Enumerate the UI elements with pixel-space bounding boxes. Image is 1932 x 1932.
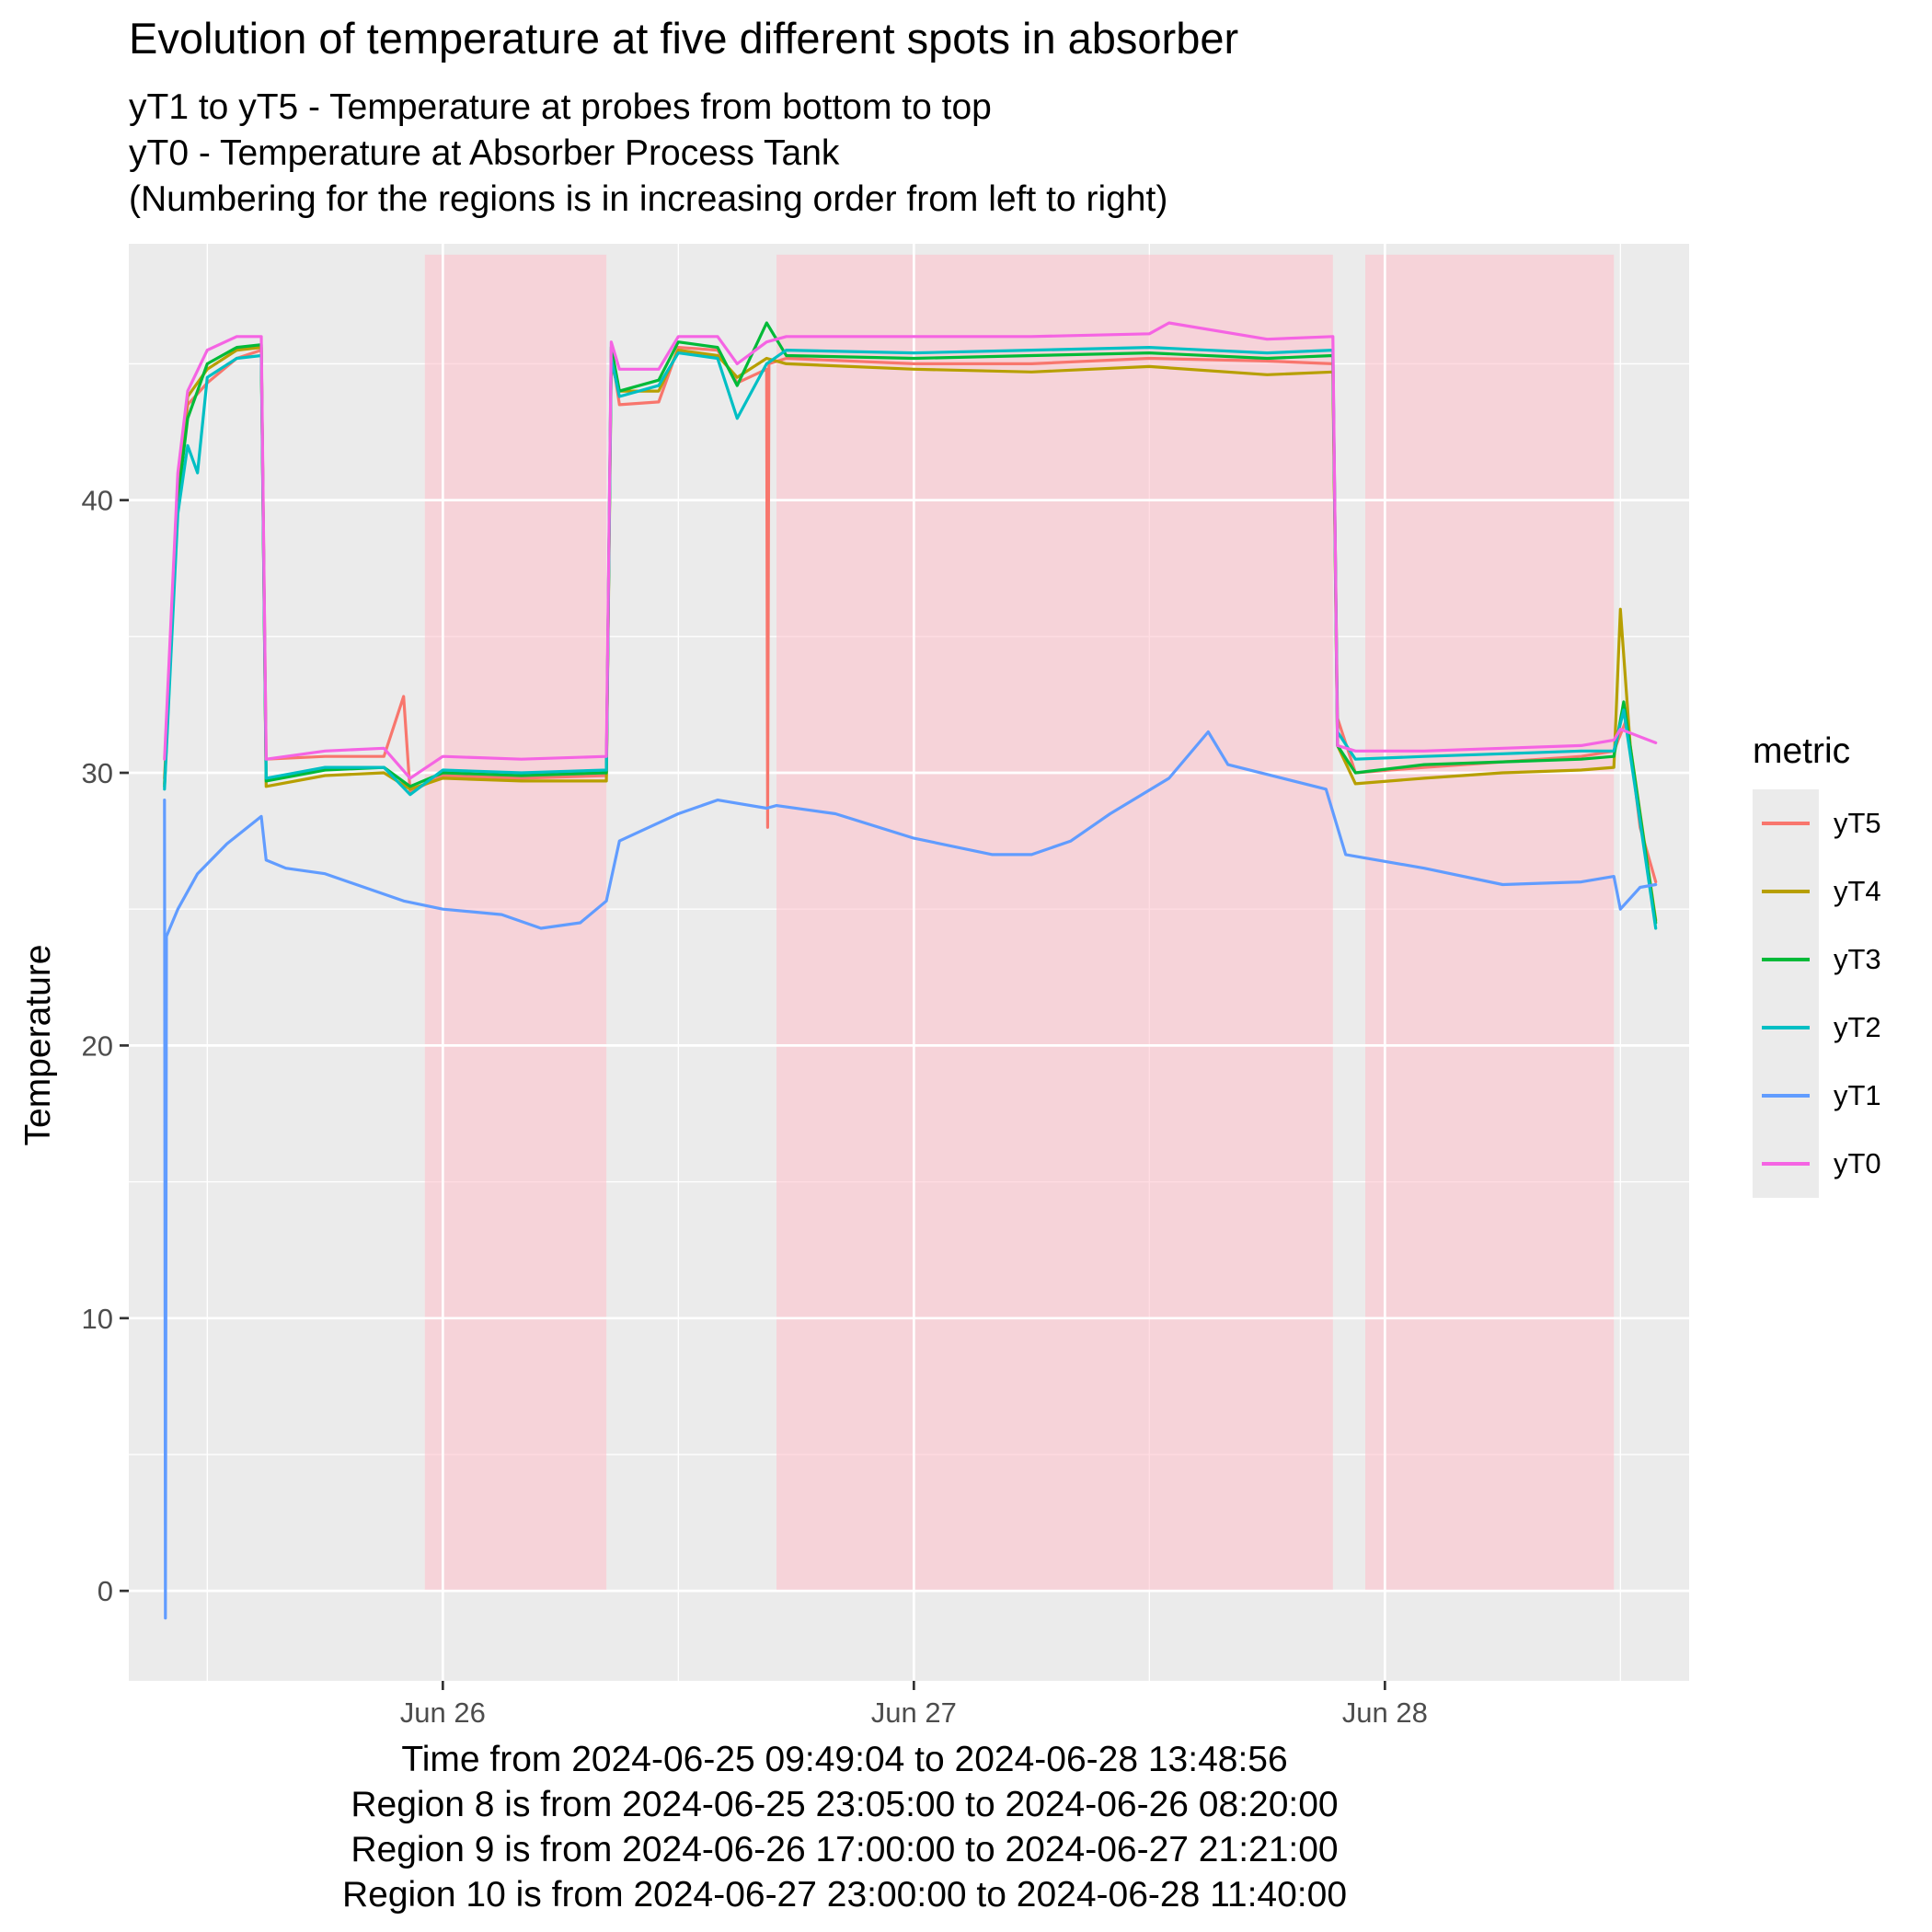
legend-item-yT1: yT1 bbox=[1753, 1062, 1881, 1130]
legend-swatch bbox=[1762, 958, 1810, 961]
legend-label: yT1 bbox=[1834, 1079, 1881, 1111]
legend-label: yT5 bbox=[1834, 807, 1881, 839]
legend-items: yT5 yT4 yT3 yT2 yT1 yT0 bbox=[1753, 789, 1881, 1198]
x-tick-label: Jun 27 bbox=[871, 1696, 957, 1729]
subtitle-line: (Numbering for the regions is in increas… bbox=[129, 179, 1168, 219]
legend-swatch bbox=[1762, 1162, 1810, 1166]
y-tick-label: 10 bbox=[82, 1303, 113, 1335]
legend-key bbox=[1753, 789, 1819, 857]
legend-item-yT4: yT4 bbox=[1753, 857, 1881, 926]
chart-subtitle: yT1 to yT5 - Temperature at probes from … bbox=[129, 85, 1167, 223]
y-tick-label: 0 bbox=[98, 1575, 113, 1607]
legend-label: yT0 bbox=[1834, 1147, 1881, 1179]
x-axis-label-line: Region 8 is from 2024-06-25 23:05:00 to … bbox=[351, 1785, 1339, 1824]
series-line-yT1 bbox=[163, 730, 1658, 1620]
x-tick-label: Jun 26 bbox=[400, 1696, 486, 1729]
legend-item-yT5: yT5 bbox=[1753, 789, 1881, 857]
y-axis-label: Temperature bbox=[18, 944, 58, 1146]
legend-swatch bbox=[1762, 890, 1810, 893]
legend-key bbox=[1753, 857, 1819, 926]
y-tick-label: 30 bbox=[82, 757, 113, 789]
series-line-yT0 bbox=[163, 321, 1658, 780]
legend-item-yT2: yT2 bbox=[1753, 994, 1881, 1062]
legend-label: yT3 bbox=[1834, 943, 1881, 975]
y-tick-label: 40 bbox=[82, 485, 113, 517]
y-tick-label: 20 bbox=[82, 1029, 113, 1062]
series-line-yT2 bbox=[163, 346, 1658, 930]
legend-key bbox=[1753, 1062, 1819, 1130]
x-axis-label-line: Region 10 is from 2024-06-27 23:00:00 to… bbox=[341, 1875, 1348, 1915]
chart-title: Evolution of temperature at five differe… bbox=[129, 14, 1239, 63]
x-axis-label-line: Time from 2024-06-25 09:49:04 to 2024-06… bbox=[401, 1740, 1288, 1779]
legend-item-yT3: yT3 bbox=[1753, 926, 1881, 994]
x-axis-label-line: Region 9 is from 2024-06-26 17:00:00 to … bbox=[351, 1830, 1339, 1869]
legend-label: yT4 bbox=[1834, 875, 1881, 907]
x-tick-label: Jun 28 bbox=[1342, 1696, 1428, 1729]
legend-key bbox=[1753, 1130, 1819, 1198]
legend: metric yT5 yT4 yT3 yT2 yT1 yT0 bbox=[1753, 729, 1881, 1198]
highlight-region bbox=[1365, 254, 1615, 1592]
subtitle-line: yT0 - Temperature at Absorber Process Ta… bbox=[129, 133, 840, 173]
legend-key bbox=[1753, 926, 1819, 994]
legend-item-yT0: yT0 bbox=[1753, 1130, 1881, 1198]
axis-ticks: 0 10 20 30 40 Jun 26 Jun 27 Jun 28 bbox=[82, 485, 1428, 1729]
highlight-region bbox=[776, 254, 1333, 1592]
x-axis-label: Time from 2024-06-25 09:49:04 to 2024-06… bbox=[0, 1737, 1689, 1917]
legend-swatch bbox=[1762, 1094, 1810, 1098]
legend-label: yT2 bbox=[1834, 1011, 1881, 1043]
shaded-regions bbox=[424, 254, 1615, 1592]
series-lines bbox=[163, 321, 1658, 1620]
legend-swatch bbox=[1762, 1026, 1810, 1029]
legend-title: metric bbox=[1753, 731, 1851, 771]
legend-swatch bbox=[1762, 822, 1810, 825]
subtitle-line: yT1 to yT5 - Temperature at probes from … bbox=[129, 87, 992, 127]
legend-key bbox=[1753, 994, 1819, 1062]
